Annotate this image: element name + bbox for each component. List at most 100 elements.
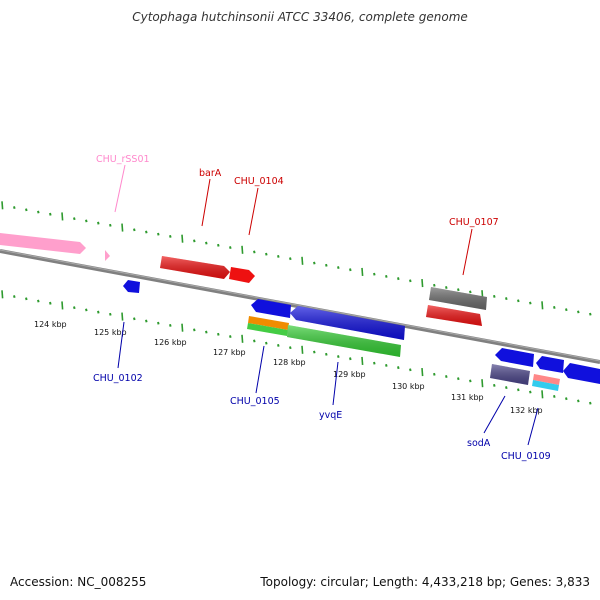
minor-tick — [349, 268, 352, 272]
minor-tick — [37, 210, 40, 214]
minor-tick — [25, 297, 28, 301]
minor-tick — [133, 228, 136, 232]
minor-tick — [229, 335, 232, 338]
lower-tick-track — [1, 290, 592, 405]
accession-text: Accession: NC_008255 — [10, 575, 147, 589]
minor-tick — [373, 272, 376, 276]
minor-tick — [313, 261, 316, 265]
major-tick — [361, 267, 364, 277]
major-tick — [181, 323, 184, 332]
gene-chu-0102[interactable] — [123, 280, 140, 293]
minor-tick — [325, 263, 328, 267]
minor-tick — [433, 372, 436, 376]
minor-tick — [145, 230, 148, 234]
gene-chu-0106-grey[interactable] — [429, 287, 487, 310]
minor-tick — [193, 328, 196, 332]
minor-tick — [505, 297, 508, 301]
gene-chu-0105-orange[interactable] — [248, 316, 289, 330]
minor-tick — [589, 401, 592, 405]
minor-tick — [565, 308, 568, 312]
gene-yvqe-blue[interactable] — [290, 306, 405, 340]
major-tick — [1, 201, 4, 210]
minor-tick — [565, 397, 568, 401]
minor-tick — [445, 286, 448, 289]
minor-tick — [469, 379, 472, 383]
gene-chu-0105-green[interactable] — [247, 323, 288, 336]
leader-lines — [114, 164, 539, 446]
gene-chu-0109-salmon[interactable] — [533, 374, 560, 385]
minor-tick — [529, 301, 532, 305]
scale-labels: 124 kbp 125 kbp 126 kbp 127 kbp 128 kbp … — [34, 320, 543, 415]
minor-tick — [553, 395, 556, 398]
minor-tick — [133, 317, 136, 321]
scale-label: 128 kbp — [273, 358, 306, 367]
minor-tick — [253, 339, 256, 343]
major-tick — [121, 312, 124, 321]
rrna-gene-chu-rss01[interactable] — [0, 233, 110, 261]
gene-yvqe-green[interactable] — [287, 325, 401, 357]
minor-tick — [517, 299, 520, 303]
gene-chu-0110-blue[interactable] — [563, 363, 600, 384]
gene-label-chu-0104[interactable]: CHU_0104 — [234, 176, 284, 187]
gene-label-chu-rss01[interactable]: CHU_rSS01 — [96, 154, 150, 165]
minor-tick — [325, 352, 328, 356]
gene-chu-0107[interactable] — [426, 305, 482, 326]
minor-tick — [517, 388, 520, 392]
gene-label-chu-0105[interactable]: CHU_0105 — [230, 396, 280, 407]
gene-label-chu-0102[interactable]: CHU_0102 — [93, 373, 143, 384]
minor-tick — [409, 279, 412, 283]
minor-tick — [157, 232, 160, 236]
gene-chu-0104[interactable] — [229, 267, 255, 283]
minor-tick — [457, 288, 460, 292]
minor-tick — [469, 290, 472, 294]
minor-tick — [229, 246, 232, 249]
scale-label: 129 kbp — [333, 370, 366, 379]
topology-text: Topology: circular; Length: 4,433,218 bp… — [260, 575, 590, 589]
minor-tick — [145, 319, 148, 323]
major-tick — [421, 368, 424, 377]
gene-chu-0105-blue[interactable] — [251, 299, 291, 318]
minor-tick — [433, 283, 436, 287]
gene-bara[interactable] — [160, 256, 230, 279]
major-tick — [61, 301, 64, 310]
minor-tick — [109, 312, 112, 316]
minor-tick — [49, 212, 52, 216]
scale-label: 126 kbp — [154, 338, 187, 347]
upper-tick-track — [1, 201, 592, 316]
minor-tick — [385, 363, 388, 367]
gene-label-yvqe[interactable]: yvqE — [319, 410, 342, 421]
gene-label-chu-0109[interactable]: CHU_0109 — [501, 451, 551, 462]
gene-soda-purple[interactable] — [490, 364, 530, 385]
major-tick — [241, 334, 244, 343]
minor-tick — [13, 206, 16, 210]
minor-tick — [385, 274, 388, 278]
gene-label-bara[interactable]: barA — [199, 168, 222, 179]
gene-chu-0108-blue[interactable] — [536, 356, 564, 373]
minor-tick — [589, 312, 592, 316]
gene-chu-0109-cyan[interactable] — [532, 380, 559, 391]
minor-tick — [205, 330, 208, 334]
major-tick — [541, 301, 544, 310]
major-tick — [1, 290, 4, 299]
minor-tick — [25, 208, 28, 212]
minor-tick — [169, 324, 172, 327]
minor-tick — [73, 217, 76, 221]
minor-tick — [349, 357, 352, 361]
gene-label-soda[interactable]: sodA — [467, 438, 491, 449]
minor-tick — [217, 243, 220, 247]
minor-tick — [205, 241, 208, 245]
minor-tick — [277, 343, 280, 347]
minor-tick — [253, 250, 256, 254]
gene-soda-blue[interactable] — [495, 348, 534, 367]
major-tick — [481, 379, 484, 388]
minor-tick — [13, 295, 16, 299]
minor-tick — [313, 350, 316, 354]
minor-tick — [445, 375, 448, 378]
gene-label-chu-0107[interactable]: CHU_0107 — [449, 217, 499, 228]
minor-tick — [265, 341, 268, 345]
minor-tick — [373, 361, 376, 365]
minor-tick — [505, 386, 508, 390]
scale-label: 130 kbp — [392, 382, 425, 391]
minor-tick — [337, 266, 340, 269]
